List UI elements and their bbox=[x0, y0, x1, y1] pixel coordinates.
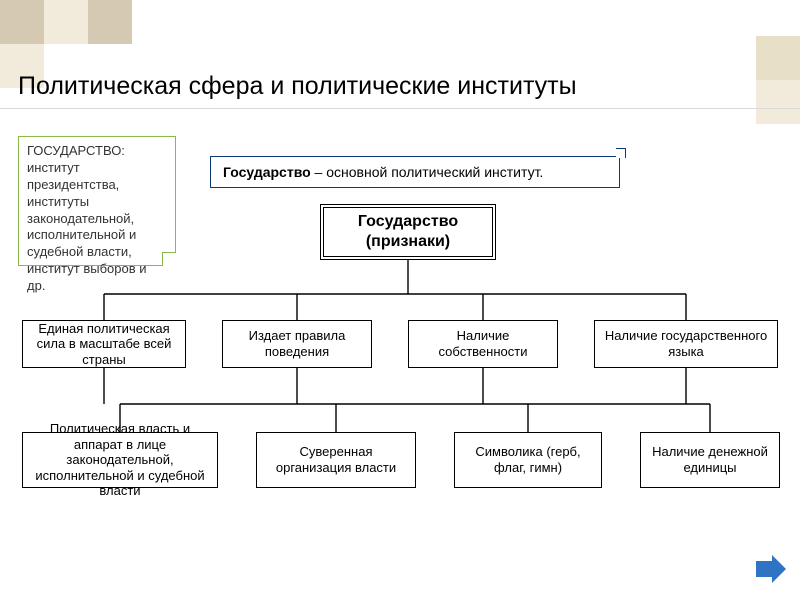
arrow-right-icon bbox=[754, 555, 786, 583]
diagram-node: Наличие собственности bbox=[408, 320, 558, 368]
callout-box: Государство – основной политический инст… bbox=[210, 156, 620, 188]
diagram-node: Политическая власть и аппарат в лице зак… bbox=[22, 432, 218, 488]
decor-block bbox=[0, 0, 44, 44]
decor-block bbox=[756, 80, 800, 124]
diagram-node: Символика (герб, флаг, гимн) bbox=[454, 432, 602, 488]
sidebar-note-text: ГОСУДАРСТВО: институт президентства, инс… bbox=[27, 143, 147, 293]
sidebar-note: ГОСУДАРСТВО: институт президентства, инс… bbox=[18, 136, 176, 266]
root-node-label: Государство (признаки) bbox=[324, 212, 492, 252]
root-node: Государство (признаки) bbox=[320, 204, 496, 260]
next-slide-button[interactable] bbox=[754, 555, 786, 588]
callout-tail bbox=[616, 148, 626, 158]
diagram-node: Суверенная организация власти bbox=[256, 432, 416, 488]
diagram-node: Наличие государственного языка bbox=[594, 320, 778, 368]
note-fold-corner bbox=[162, 252, 176, 266]
decor-block bbox=[88, 0, 132, 44]
callout-bold: Государство bbox=[223, 164, 311, 180]
diagram-node: Издает правила поведения bbox=[222, 320, 372, 368]
diagram-node: Единая политическая сила в масштабе всей… bbox=[22, 320, 186, 368]
page-title: Политическая сфера и политические инстит… bbox=[18, 72, 577, 101]
title-underline bbox=[0, 108, 800, 109]
diagram-node: Наличие денежной единицы bbox=[640, 432, 780, 488]
decor-block bbox=[44, 0, 88, 44]
decor-block bbox=[756, 36, 800, 80]
callout-rest: – основной политический институт. bbox=[311, 164, 544, 180]
